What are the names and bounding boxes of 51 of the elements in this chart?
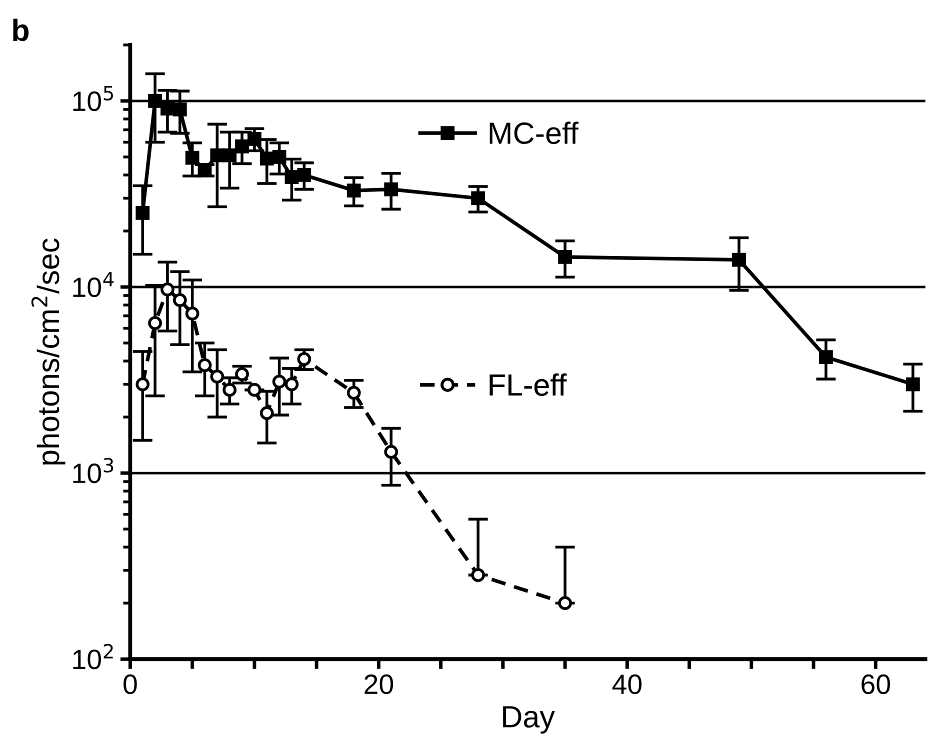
point	[185, 306, 200, 320]
point	[235, 139, 249, 154]
point	[136, 377, 150, 392]
point	[235, 367, 249, 382]
point	[247, 132, 262, 146]
point	[172, 102, 187, 116]
y-tick-label: 10$^{2}$	[73, 644, 113, 670]
legend-label: MC-eff	[490, 122, 578, 144]
point	[471, 191, 486, 206]
point	[297, 168, 312, 182]
point	[148, 94, 162, 108]
point	[222, 382, 237, 397]
point	[384, 444, 398, 459]
legend-label: FL-eff	[490, 373, 567, 396]
point	[148, 316, 162, 330]
point	[260, 406, 274, 420]
point	[284, 170, 299, 184]
point	[160, 102, 174, 116]
point	[284, 377, 299, 392]
point	[819, 350, 833, 364]
point	[210, 148, 224, 162]
point	[297, 352, 312, 366]
point	[732, 252, 746, 267]
point	[272, 374, 286, 389]
x-tick-label: 0	[124, 674, 137, 694]
x-tick-label: 20	[364, 674, 394, 694]
x-axis-title: Day	[503, 706, 555, 734]
point	[384, 182, 398, 196]
point	[198, 358, 212, 372]
y-tick-label: 10$^{4}$	[73, 272, 114, 298]
point	[172, 293, 187, 308]
point	[136, 206, 150, 220]
point	[222, 148, 237, 162]
point	[906, 377, 920, 392]
point	[272, 150, 286, 164]
x-tick-label: 60	[862, 674, 890, 694]
point	[346, 184, 361, 198]
point	[558, 596, 572, 610]
x-tick-label: 40	[612, 674, 642, 694]
point	[558, 250, 572, 264]
point	[346, 386, 361, 400]
point	[160, 282, 174, 296]
point	[260, 152, 274, 166]
point	[247, 382, 262, 397]
y-tick-label: 10$^{3}$	[73, 458, 114, 484]
text: b	[13, 18, 29, 42]
y-axis-title: photons/cm$^{2}$/sec	[31, 238, 66, 464]
point	[185, 150, 200, 165]
point	[210, 370, 224, 384]
y-tick-label: 10$^{5}$	[73, 86, 114, 112]
point	[471, 568, 486, 582]
